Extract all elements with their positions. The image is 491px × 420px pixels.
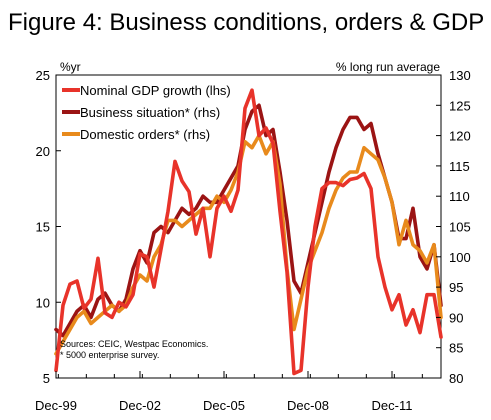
right-y-tick-label: 110 xyxy=(449,189,470,204)
right-y-tick-label: 100 xyxy=(449,250,471,265)
right-y-tick-label: 105 xyxy=(449,220,471,235)
right-y-tick-label: 85 xyxy=(449,341,463,356)
legend: Nominal GDP growth (lhs) Business situati… xyxy=(62,83,231,142)
right-y-tick-label: 130 xyxy=(449,68,471,83)
nominal-gdp-line xyxy=(54,88,443,376)
right-y-tick-label: 120 xyxy=(449,129,471,144)
right-y-tick-label: 125 xyxy=(449,98,471,113)
right-y-tick-label: 115 xyxy=(449,159,470,174)
figure-title: Figure 4: Business conditions, orders & … xyxy=(8,9,484,36)
right-y-tick-label: 80 xyxy=(449,371,463,386)
x-tick-label: Dec-05 xyxy=(203,398,245,413)
source-note: Sources: CEIC, Westpac Economics. xyxy=(60,339,208,349)
left-y-tick-label: 15 xyxy=(36,220,50,235)
footnote: * 5000 enterprise survey. xyxy=(60,350,159,360)
left-y-tick-label: 10 xyxy=(36,295,50,310)
right-axis-unit: % long run average xyxy=(336,60,440,74)
left-y-tick-label: 25 xyxy=(36,68,50,83)
left-axis-unit: %yr xyxy=(60,60,81,74)
x-tick-label: Dec-02 xyxy=(119,398,161,413)
left-y-tick-label: 5 xyxy=(43,371,50,386)
axes: 5 10 15 20 25 80 85 90 95 100 105 110 115 120 125 130 De… xyxy=(35,68,471,413)
domestic-orders-legend-label: Domestic orders* (rhs) xyxy=(80,127,210,142)
nominal-gdp-legend-label: Nominal GDP growth (lhs) xyxy=(80,83,231,98)
right-y-tick-label: 90 xyxy=(449,310,463,325)
business-situation-legend-label: Business situation* (rhs) xyxy=(80,105,220,120)
right-y-tick-label: 95 xyxy=(449,280,463,295)
x-tick-label: Dec-08 xyxy=(287,398,329,413)
x-tick-label: Dec-11 xyxy=(372,398,413,413)
left-y-tick-label: 20 xyxy=(36,144,50,159)
domestic-orders-line xyxy=(54,133,443,356)
series-lines xyxy=(54,88,443,376)
x-tick-label: Dec-99 xyxy=(35,398,77,413)
